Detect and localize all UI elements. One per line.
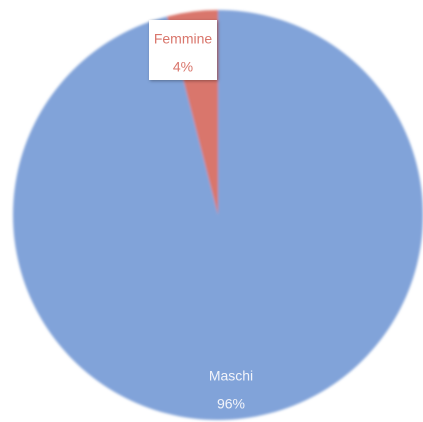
pie	[12, 10, 423, 420]
category-label: Femmine	[154, 31, 213, 47]
category-label: Maschi	[209, 368, 253, 384]
label-box	[149, 20, 217, 80]
pie-slice	[12, 10, 423, 420]
value-label: 96%	[217, 396, 245, 412]
value-label: 4%	[173, 59, 193, 75]
labels: Femmine 4% Maschi 96%	[149, 20, 253, 412]
